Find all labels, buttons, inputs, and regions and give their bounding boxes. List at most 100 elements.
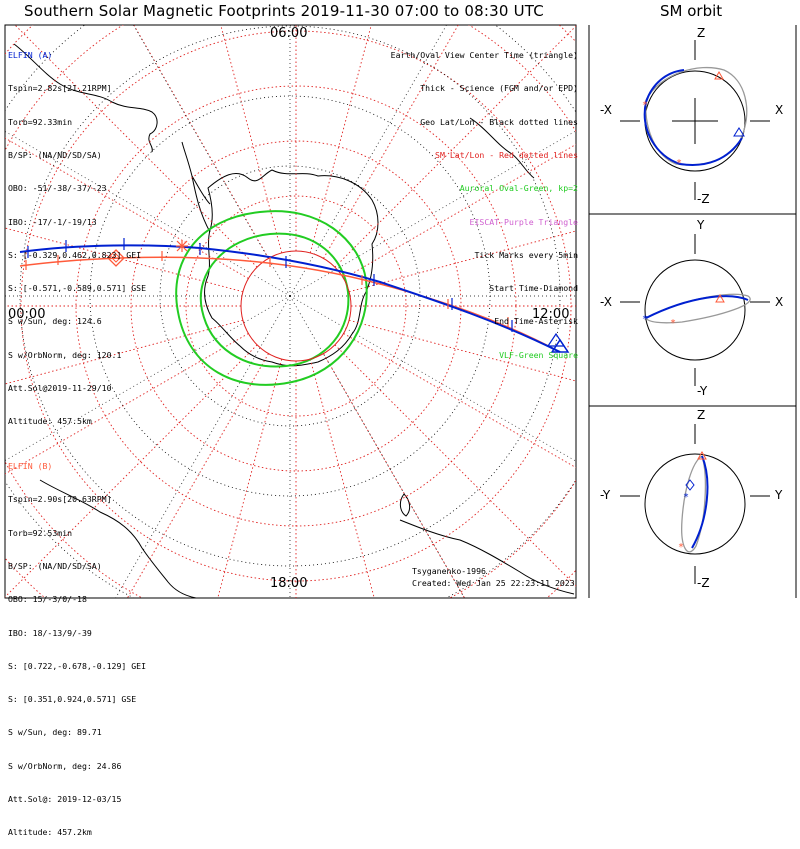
sm-meridian xyxy=(5,344,258,598)
orbit2-left-label: -X xyxy=(600,295,612,309)
elfin-a-name: ELFIN (A) xyxy=(8,50,53,61)
legend-item: Tick Marks every 5min xyxy=(474,249,578,260)
elfin-b-line: S: [0.351,0.924,0.571] GSE xyxy=(8,694,137,705)
geo-lat-circle xyxy=(19,25,561,567)
orbit2-right-label: X xyxy=(775,295,784,309)
australia-coast xyxy=(399,519,575,595)
elfin-a-end-asterisk xyxy=(176,240,188,252)
clock-label-left: 00:00 xyxy=(8,307,46,322)
sm-meridian xyxy=(334,344,576,587)
track-tick-marks xyxy=(25,238,513,332)
sm-meridian xyxy=(126,353,269,598)
legend-item: VLF-Green Square xyxy=(499,349,578,360)
sm-meridian xyxy=(323,353,466,598)
elfin-a-line: OBO: -51/-38/-37/-23 xyxy=(8,183,107,194)
svg-text:*: * xyxy=(683,492,689,503)
orbit1-right-label: X xyxy=(775,103,784,117)
orbit2-top-label: Y xyxy=(697,218,705,232)
sm-meridian xyxy=(349,319,576,382)
orbit1-top-label: Z xyxy=(697,26,706,40)
clock-label-right: 12:00 xyxy=(532,307,570,322)
elfin-b-line: Tspin=2.90s[20.63RPM] xyxy=(8,494,112,505)
elfin-a-line: B/SP: (NA/ND/SD/SA) xyxy=(8,150,102,161)
sm-meridian xyxy=(220,25,283,253)
sm-meridian xyxy=(309,359,375,598)
elfin-a-line: Tspin=2.82s[21.21RPM] xyxy=(8,83,112,94)
sm-meridian xyxy=(343,143,576,279)
footprint-plot: * * * * * * xyxy=(4,24,797,599)
elfin-a-line: Altitude: 457.5km xyxy=(8,416,92,427)
model-credit: Tsyganenko-1996 xyxy=(412,566,486,576)
svg-text:*: * xyxy=(642,314,648,325)
sm-orbit-xy-panel: * * xyxy=(620,234,770,386)
island-coast xyxy=(399,493,411,517)
antarctic-peninsula xyxy=(181,141,211,233)
sm-meridian xyxy=(309,25,372,253)
sm-pole-circle xyxy=(240,250,352,362)
clock-label-bottom: 18:00 xyxy=(270,576,308,591)
orbit3-bottom-label: -Z xyxy=(697,576,710,590)
sm-lat-circle xyxy=(185,195,407,417)
elfin-a-line: S w/Sun, deg: 124.6 xyxy=(8,316,102,327)
elfin-b-line: Torb=92.53min xyxy=(8,527,73,538)
south-america-coast xyxy=(13,43,158,153)
sm-meridian xyxy=(343,333,576,469)
sm-lat-circle xyxy=(130,140,462,472)
orbit3-left-label: -Y xyxy=(600,488,611,502)
elfin-b-line: IBO: 18/-13/9/-39 xyxy=(8,627,92,638)
elfin-a-line: IBO: -17/-1/-19/13 xyxy=(8,216,97,227)
elfin-b-footprint-track xyxy=(19,256,561,353)
created-timestamp: Created: Wed Jan 25 22:23:11 2023 xyxy=(412,578,575,588)
legend-item: End Time-Asterisk xyxy=(494,316,578,327)
sm-meridian xyxy=(349,230,576,293)
elfin-b-line: Att.Sol@: 2019-12-03/15 xyxy=(8,794,122,804)
legend-item: EISCAT-Purple Triangle xyxy=(469,216,578,227)
elfin-a-line: Att.Sol@2019-11-29/10 xyxy=(8,383,112,393)
sm-orbit-xz-panel: * * xyxy=(620,40,770,200)
elfin-b-line: Altitude: 457.2km xyxy=(8,827,92,838)
elfin-a-info: ELFIN (A) Tspin=2.82s[21.21RPM] Torb=92.… xyxy=(8,28,146,438)
auroral-oval-outer xyxy=(175,210,368,386)
orbit1-bottom-label: -Z xyxy=(697,192,710,206)
sm-meridian xyxy=(14,25,258,268)
legend-item: Start Time-Diamond xyxy=(489,283,578,294)
orbit2-bottom-label: -Y xyxy=(697,384,708,398)
elfin-b-line: S: [0.722,-0.678,-0.129] GEI xyxy=(8,660,147,671)
elfin-b-start-diamond xyxy=(107,249,125,267)
elfin-a-line: Torb=92.33min xyxy=(8,116,73,127)
svg-text:*: * xyxy=(678,542,684,553)
africa-coast xyxy=(39,479,197,598)
legend-item: Geo Lat/Lon - Black dotted lines xyxy=(420,116,578,127)
orbit3-right-label: Y xyxy=(775,488,783,502)
sm-meridian xyxy=(217,359,283,598)
antarctica-coastline xyxy=(204,169,379,367)
elfin-b-name: ELFIN (B) xyxy=(8,461,53,472)
elfin-b-line: S w/OrbNorm, deg: 24.86 xyxy=(8,760,122,771)
svg-text:*: * xyxy=(642,100,648,111)
elfin-b-line: B/SP: (NA/ND/SD/SA) xyxy=(8,561,102,572)
elfin-a-footprint-track xyxy=(19,244,561,353)
clock-label-top: 06:00 xyxy=(270,26,308,41)
sm-meridian xyxy=(5,333,249,475)
elfin-a-line: S: [-0.329,0.462,0.823] GEI xyxy=(8,249,142,260)
svg-text:*: * xyxy=(676,158,682,169)
sm-meridian xyxy=(323,25,459,259)
elfin-a-line: S: [-0.571,-0.589,0.571] GSE xyxy=(8,283,147,294)
elfin-b-view-triangle xyxy=(546,332,566,347)
sm-orbit-yz-panel: * * xyxy=(620,424,770,584)
elfin-b-line: S w/Sun, deg: 89.71 xyxy=(8,727,102,738)
plot-legend: Earth/Oval View Center Time (triangle) T… xyxy=(391,28,578,372)
sm-orbit-title: SM orbit xyxy=(660,2,723,20)
new-zealand-coast xyxy=(469,117,535,179)
legend-item: Thick - Science (FGM and/or EPD) xyxy=(420,83,578,94)
legend-item: SM Lat/Lon - Red dotted lines xyxy=(435,150,578,161)
sm-meridian xyxy=(5,227,243,293)
legend-item: Earth/Oval View Center Time (triangle) xyxy=(390,50,578,61)
orbit3-top-label: Z xyxy=(697,408,706,422)
elfin-b-line: OBO: 15/-3/0/-18 xyxy=(8,594,87,605)
elfin-b-info: ELFIN (B) Tspin=2.90s[20.63RPM] Torb=92.… xyxy=(8,439,146,849)
plot-frame xyxy=(4,24,577,599)
legend-item: Auroral Oval-Green, kp=2 xyxy=(459,183,578,194)
auroral-oval-inner xyxy=(199,232,350,368)
orbit1-left-label: -X xyxy=(600,103,612,117)
